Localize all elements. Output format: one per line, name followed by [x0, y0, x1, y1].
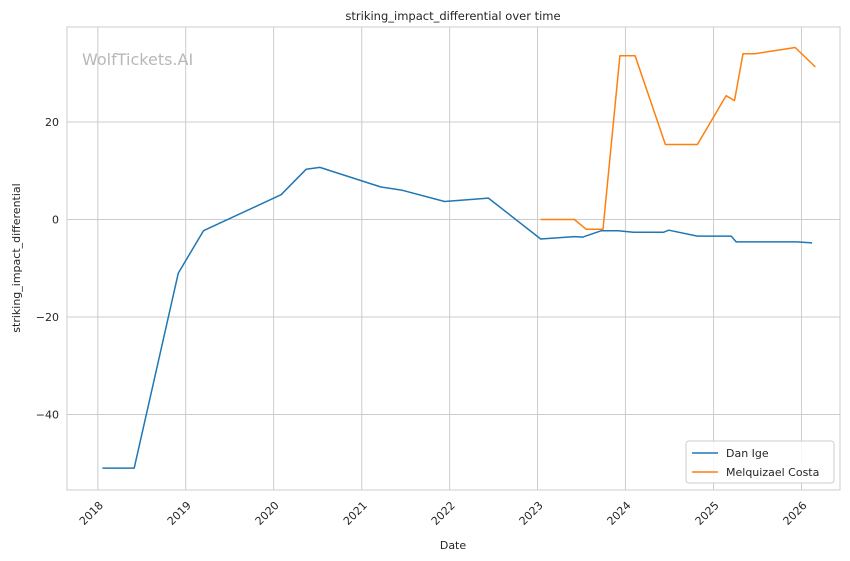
series-lines — [102, 46, 816, 469]
chart-title: striking_impact_differential over time — [345, 9, 560, 23]
x-axis-label: Date — [440, 539, 467, 552]
x-axis-ticks: 2018 2019 2020 2021 2022 2023 2024 2025 2026 — [77, 499, 810, 528]
legend-box — [685, 440, 835, 484]
y-tick-label: −20 — [36, 311, 59, 324]
x-tick-label: 2018 — [77, 499, 106, 528]
legend-label-dan-ige: Dan Ige — [726, 447, 769, 460]
gridlines — [67, 27, 840, 490]
x-tick-label: 2019 — [165, 499, 194, 528]
x-tick-label: 2022 — [429, 499, 458, 528]
x-tick-label: 2025 — [693, 499, 722, 528]
x-tick-label: 2021 — [341, 499, 370, 528]
y-tick-label: 0 — [52, 214, 59, 227]
plot-area — [67, 27, 840, 490]
y-tick-label: −40 — [36, 408, 59, 421]
series-line-dan-ige — [102, 166, 813, 469]
plot-frame — [66, 26, 841, 491]
watermark-text: WolfTickets.AI — [82, 50, 193, 69]
series-line-melquizael-costa — [540, 46, 816, 231]
y-axis-label: striking_impact_differential — [10, 183, 23, 332]
x-tick-label: 2020 — [253, 499, 282, 528]
legend: Dan Ige Melquizael Costa — [685, 440, 835, 484]
legend-label-melquizael-costa: Melquizael Costa — [726, 466, 819, 479]
y-tick-label: 20 — [45, 116, 59, 129]
x-tick-label: 2026 — [781, 499, 810, 528]
x-tick-label: 2023 — [517, 499, 546, 528]
y-axis-ticks: −40 −20 0 20 — [36, 116, 59, 421]
x-tick-label: 2024 — [605, 499, 634, 528]
